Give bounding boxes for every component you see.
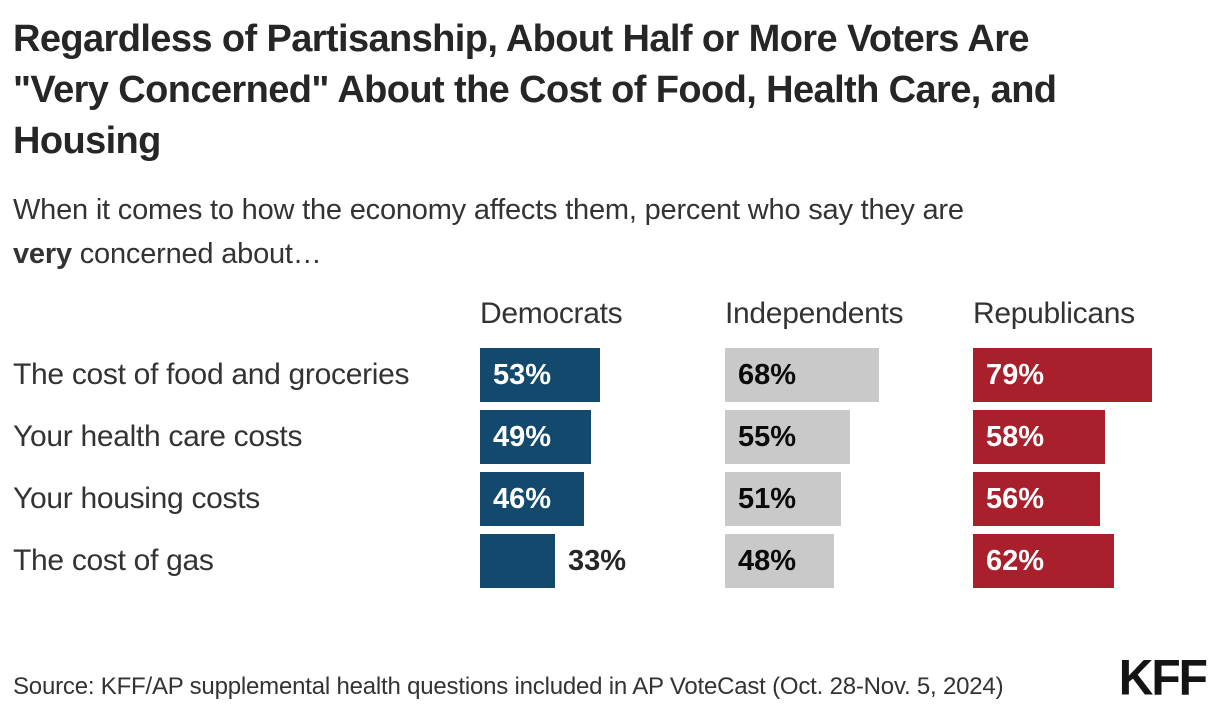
bar-independents-row3: 51%: [725, 472, 841, 526]
bar-democrats-row1: 53%: [480, 348, 600, 402]
bar-independents-row2: 55%: [725, 410, 850, 464]
subtitle-line2-rest: concerned about…: [71, 238, 322, 270]
bar-value-label: 62%: [986, 545, 1045, 577]
category-label: Your housing costs: [13, 482, 260, 515]
bar-republicans-row1: 79%: [973, 348, 1152, 402]
bar-republicans-row2: 58%: [973, 410, 1105, 464]
bar-value-label: 53%: [493, 359, 552, 391]
kff-logo: KFF: [1118, 650, 1208, 707]
bar-value-label: 49%: [493, 421, 552, 453]
bar-independents-row4: 48%: [725, 534, 834, 588]
category-label: Your health care costs: [13, 420, 303, 453]
source-note: Source: KFF/AP supplemental health quest…: [13, 673, 1004, 700]
bar-value-label: 56%: [986, 483, 1045, 515]
category-label: The cost of food and groceries: [13, 358, 410, 391]
bar-democrats-row4: [480, 534, 555, 588]
bar-value-label: 33%: [568, 545, 627, 577]
subtitle-line1: When it comes to how the economy affects…: [13, 194, 964, 226]
bar-value-label: 51%: [738, 483, 797, 515]
chart-subtitle: When it comes to how the economy affects…: [13, 188, 1203, 276]
bar-democrats-row2: 49%: [480, 410, 591, 464]
bar-republicans-row4: 62%: [973, 534, 1114, 588]
category-label: The cost of gas: [13, 544, 214, 577]
bar-independents-row1: 68%: [725, 348, 879, 402]
column-header-republicans: Republicans: [973, 297, 1135, 330]
column-header-democrats: Democrats: [480, 297, 623, 330]
bar-value-label: 58%: [986, 421, 1045, 453]
bar-value-label: 48%: [738, 545, 797, 577]
bar-democrats-row3: 46%: [480, 472, 584, 526]
bar-value-label: 79%: [986, 359, 1045, 391]
bar-value-label: 46%: [493, 483, 552, 515]
column-header-independents: Independents: [725, 297, 904, 330]
bar-value-label: 55%: [738, 421, 797, 453]
chart-title: Regardless of Partisanship, About Half o…: [13, 18, 1057, 162]
subtitle-bold-word: very: [13, 238, 72, 270]
bar-value-label: 68%: [738, 359, 797, 391]
bar-republicans-row3: 56%: [973, 472, 1100, 526]
